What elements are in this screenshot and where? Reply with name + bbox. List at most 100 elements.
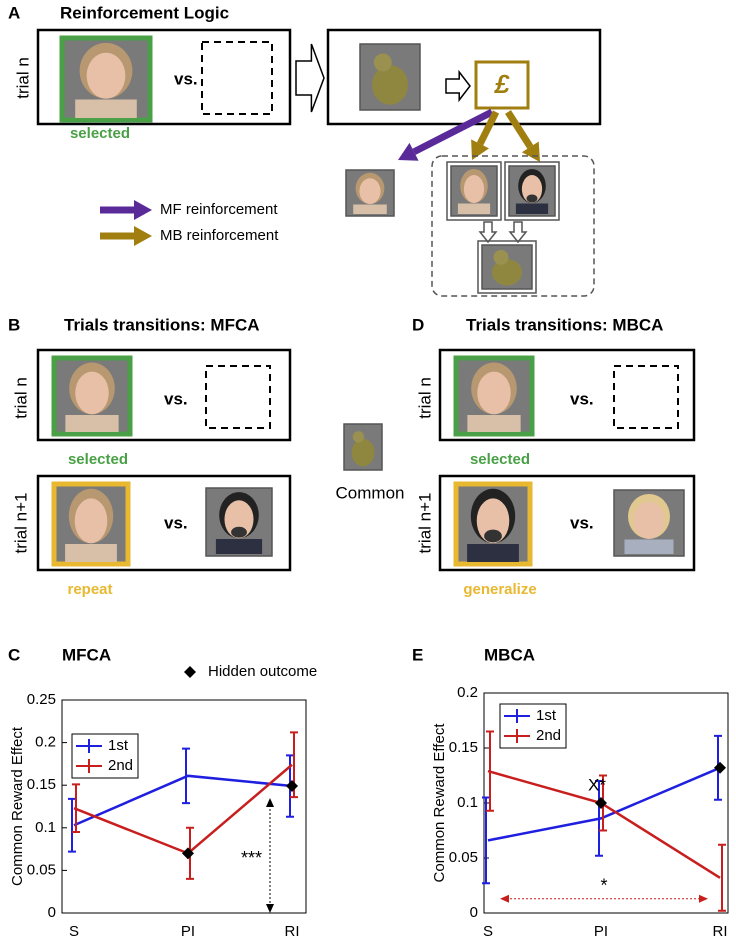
panel-label: E — [412, 645, 423, 664]
frame — [504, 161, 560, 221]
trial-label: trial n+1 — [415, 493, 434, 554]
bracket-head — [266, 797, 274, 807]
legend-swatch — [76, 759, 102, 773]
panel-label: D — [412, 315, 424, 334]
monkey-body — [351, 438, 375, 467]
x-tick-label: S — [483, 923, 493, 940]
annotation: *** — [241, 848, 262, 868]
monkey-head — [373, 53, 392, 72]
legend-swatch — [504, 729, 530, 743]
y-tick-label: 0.15 — [449, 739, 478, 756]
y-tick-label: 0.1 — [457, 794, 478, 811]
annotation: X* — [588, 775, 606, 794]
monkey-body — [372, 65, 408, 105]
x-tick-label: PI — [594, 923, 608, 940]
error-bar — [482, 796, 490, 885]
legend-swatch — [184, 666, 196, 678]
vs-label: vs. — [174, 69, 198, 88]
frame — [36, 474, 292, 572]
panel-label: B — [8, 315, 20, 334]
frame — [438, 474, 696, 572]
error-bar — [718, 843, 726, 912]
hidden-outcome-marker — [714, 761, 726, 774]
shoulders — [467, 415, 521, 432]
chart-title: MFCA — [62, 645, 111, 664]
legend-label: Hidden outcome — [208, 663, 317, 680]
panel-label: A — [8, 3, 20, 22]
x-tick-label: PI — [181, 923, 195, 940]
head — [476, 498, 510, 544]
frame — [36, 348, 292, 442]
shoulders — [65, 415, 119, 432]
x-tick-label: RI — [285, 923, 300, 940]
y-axis-title: Common Reward Effect — [431, 723, 448, 883]
beard — [526, 194, 538, 203]
head — [359, 178, 381, 205]
selected-label: selected — [470, 451, 530, 468]
shoulders — [457, 203, 491, 214]
error-bar — [72, 783, 80, 834]
head — [86, 52, 126, 99]
currency: £ — [494, 69, 510, 99]
trial-label: trial n — [415, 377, 434, 419]
trial-label: trial n — [11, 377, 30, 419]
vs-label: vs. — [164, 389, 188, 408]
bracket-head — [500, 894, 509, 903]
legend-label: 2nd — [108, 757, 133, 774]
beard — [231, 526, 247, 538]
y-tick-label: 0.25 — [27, 691, 56, 708]
legend-swatch — [76, 739, 102, 753]
arrow — [508, 221, 528, 244]
hidden-outcome-marker — [286, 780, 298, 793]
panel-title: Reinforcement Logic — [60, 3, 229, 22]
legend-label: 1st — [108, 737, 129, 754]
y-axis-title: Common Reward Effect — [9, 726, 26, 886]
annotation: * — [600, 875, 607, 895]
selected-label: selected — [70, 125, 130, 142]
trial-label: trial n — [13, 57, 32, 99]
y-tick-label: 0.2 — [457, 684, 478, 701]
outcome-label: repeat — [67, 581, 112, 598]
head — [477, 371, 511, 415]
series-line — [487, 766, 721, 842]
hidden-outcome-marker — [182, 847, 194, 860]
arrow-shaft — [505, 110, 534, 149]
beard — [484, 529, 502, 543]
frame — [438, 348, 696, 442]
y-tick-label: 0 — [470, 904, 478, 921]
empty-option — [205, 365, 271, 429]
bracket-head — [699, 894, 708, 903]
legend-swatch — [504, 709, 530, 723]
head — [224, 500, 254, 539]
selected-label: selected — [68, 451, 128, 468]
x-tick-label: RI — [713, 923, 728, 940]
common-label: Common — [336, 483, 405, 502]
legend-frame — [499, 703, 567, 749]
panel-label: C — [8, 645, 20, 664]
shoulders — [624, 539, 674, 554]
arrow-head — [471, 139, 489, 160]
head — [74, 498, 108, 544]
y-tick-label: 0.15 — [27, 776, 56, 793]
vs-label: vs. — [164, 513, 188, 532]
arrow-shaft — [412, 108, 494, 155]
vs-label: vs. — [570, 513, 594, 532]
frame — [474, 60, 530, 110]
arrow — [478, 221, 498, 244]
error-bar — [486, 730, 494, 812]
bracket-head — [266, 904, 274, 913]
legend-label: MF reinforcement — [160, 201, 278, 218]
arrow-head — [134, 226, 152, 246]
monkey-head — [493, 249, 509, 265]
group — [431, 155, 595, 297]
arrow-shaft — [476, 110, 500, 146]
trial-label: trial n+1 — [11, 493, 30, 554]
arrow — [295, 43, 325, 113]
shoulders — [467, 544, 519, 562]
outcome-label: generalize — [463, 581, 536, 598]
monkey-body — [492, 259, 522, 286]
y-tick-label: 0.05 — [449, 849, 478, 866]
shoulders — [515, 203, 549, 214]
x-tick-label: S — [69, 923, 79, 940]
